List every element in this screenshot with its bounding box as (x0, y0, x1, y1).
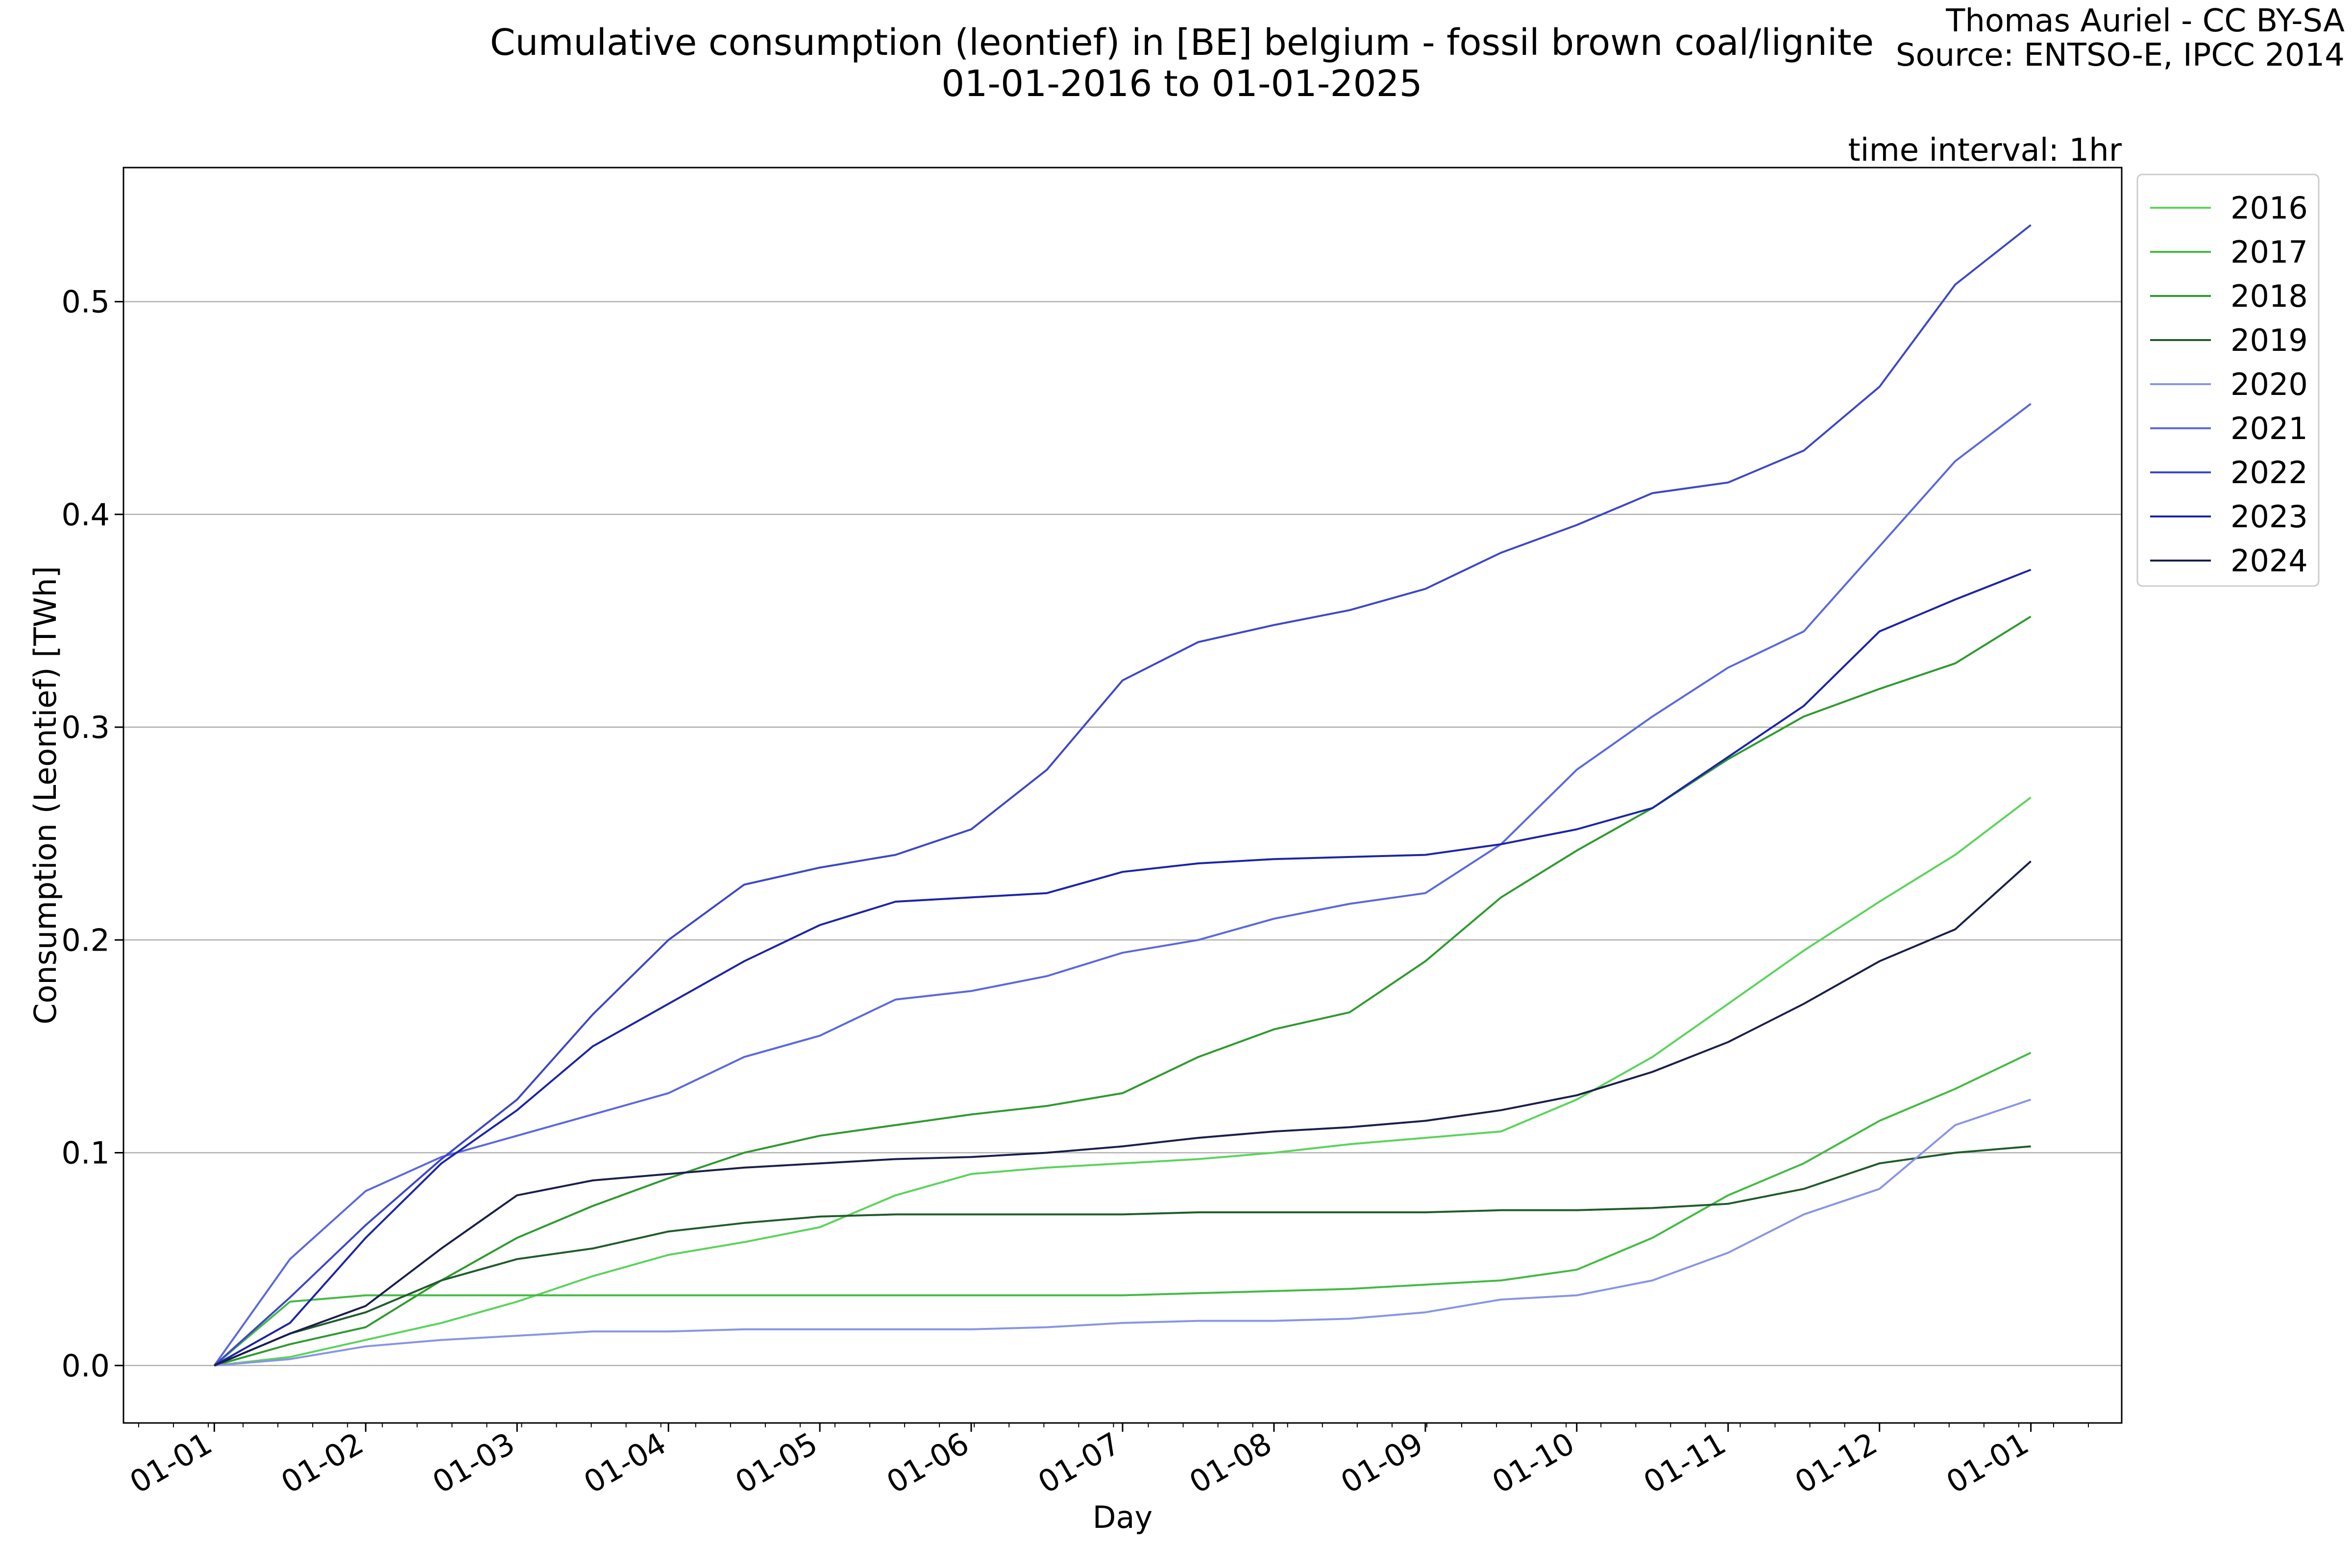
x-tick-label: 01-01 (1940, 1425, 2035, 1500)
x-tick-label: 01-08 (1183, 1425, 1278, 1500)
y-tick-label: 0.2 (61, 922, 110, 958)
legend-label-2019: 2019 (2230, 322, 2308, 358)
x-axis: 01-01 01-02 01-03 01-04 01-05 01-06 01-07 01-08… (123, 1423, 2089, 1500)
x-tick-label: 01-04 (578, 1425, 672, 1500)
chart-title: Cumulative consumption (leontief) in [BE… (490, 22, 1874, 64)
y-tick-label: 0.3 (61, 710, 110, 745)
legend-label-2023: 2023 (2230, 499, 2308, 535)
series-line-2017 (214, 1052, 2032, 1367)
time-interval-note: time interval: 1hr (1848, 132, 2122, 169)
series-line-2019 (214, 1145, 2031, 1367)
x-axis-label: Day (1093, 1499, 1152, 1535)
x-tick-label: 01-02 (275, 1425, 369, 1500)
legend-label-2016: 2016 (2230, 190, 2308, 226)
x-tick-label: 01-05 (729, 1425, 824, 1500)
series-line-2021 (213, 403, 2032, 1366)
x-tick-label: 01-11 (1638, 1425, 1732, 1500)
legend: 2016 2017 2018 2019 2020 2021 2022 2023 2024 (2136, 173, 2320, 587)
y-tick-label: 0.5 (61, 284, 110, 320)
series-line-2016 (214, 796, 2032, 1367)
series-line-2018 (214, 615, 2032, 1367)
x-tick-label: 01-01 (123, 1425, 218, 1500)
plot-frame (122, 167, 2123, 1424)
y-axis-label: Consumption (Leontief) [TWh] (27, 566, 63, 1025)
x-tick-label: 01-03 (426, 1425, 521, 1500)
y-axis: 0.0 0.1 0.2 0.3 0.4 0.5 (61, 284, 123, 1384)
series-lines (213, 224, 2032, 1367)
legend-label-2020: 2020 (2230, 367, 2308, 402)
x-tick-label: 01-12 (1789, 1425, 1884, 1500)
series-line-2024 (214, 860, 2032, 1367)
series-line-2023 (214, 568, 2032, 1367)
credit-author: Thomas Auriel - CC BY-SA (1945, 3, 2345, 39)
series-line-2020 (214, 1099, 2032, 1367)
legend-label-2022: 2022 (2230, 455, 2308, 490)
gridlines (123, 301, 2122, 1367)
legend-box (2136, 173, 2320, 587)
legend-label-2018: 2018 (2230, 278, 2308, 314)
y-tick-label: 0.1 (61, 1135, 110, 1171)
chart-subtitle: 01-01-2016 to 01-01-2025 (941, 63, 1422, 105)
legend-label-2017: 2017 (2230, 234, 2308, 270)
legend-label-2021: 2021 (2230, 411, 2308, 446)
x-tick-label: 01-07 (1032, 1425, 1127, 1500)
legend-label-2024: 2024 (2230, 543, 2308, 579)
x-tick-label: 01-10 (1486, 1425, 1581, 1500)
credit-source: Source: ENTSO-E, IPCC 2014 (1896, 37, 2345, 74)
x-tick-label: 01-09 (1335, 1425, 1429, 1500)
x-tick-label: 01-06 (881, 1425, 975, 1500)
y-tick-label: 0.0 (61, 1348, 110, 1384)
y-tick-label: 0.4 (61, 497, 110, 533)
series-line-2022 (214, 224, 2032, 1367)
